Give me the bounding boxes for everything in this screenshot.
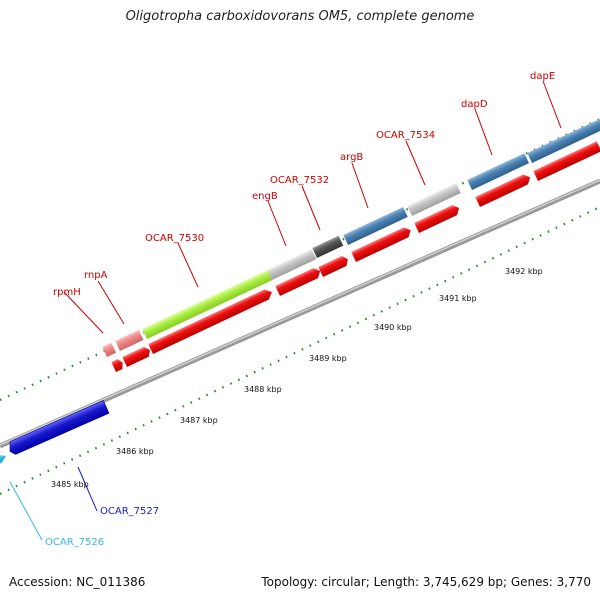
dark-gene-ocar-7532 [312, 235, 344, 258]
blue-gene-ocar-7527 [9, 400, 110, 455]
gene-label-argb: argB [340, 152, 363, 163]
gene-label-ocar-7530: OCAR_7530 [145, 233, 204, 244]
gray-gene-ocar-7534 [407, 183, 461, 216]
kbp-label-3489: 3489 kbp [309, 354, 347, 363]
steel-gene-dapd [467, 153, 530, 190]
kbp-label-3488: 3488 kbp [244, 385, 282, 394]
kbp-label-3492: 3492 kbp [505, 267, 543, 276]
kbp-label-3485: 3485 kbp [51, 480, 89, 489]
map-title: Oligotropha carboxidovorans OM5, complet… [125, 9, 475, 24]
gene-label-ocar-7532: OCAR_7532 [270, 175, 329, 186]
kbp-label-3487: 3487 kbp [180, 416, 218, 425]
gene-label-ocar-7534: OCAR_7534 [376, 130, 435, 141]
gene-label-rpmh: rpmH [53, 287, 81, 298]
gene-label-rnpa: rnpA [84, 270, 108, 281]
cyan-gene-ocar-7526 [0, 454, 7, 464]
gene-label-ocar-7527: OCAR_7527 [100, 506, 159, 517]
pink-gene-rnpa [115, 329, 144, 351]
lime-gene-ocar-7530 [142, 269, 273, 339]
gene-label-dape: dapE [530, 71, 555, 82]
gene-label-ocar-7526: OCAR_7526 [45, 537, 104, 548]
kbp-label-3491: 3491 kbp [439, 294, 477, 303]
kbp-label-3486: 3486 kbp [116, 447, 154, 456]
steel-gene-argb [343, 206, 408, 245]
cds-row [111, 141, 600, 372]
gray-gene-engb [267, 249, 317, 280]
tick-track-lower [0, 206, 600, 495]
label-leaders [9, 80, 562, 541]
steel-gene-dape [527, 118, 600, 163]
gene-label-dapd: dapD [461, 99, 488, 110]
accession-text: Accession: NC_011386 [9, 575, 146, 589]
gene-label-engb: engB [252, 191, 278, 202]
genome-summary-text: Topology: circular; Length: 3,745,629 bp… [261, 575, 591, 589]
kbp-label-3490: 3490 kbp [374, 323, 412, 332]
pink-gene-rpmh [102, 342, 117, 357]
